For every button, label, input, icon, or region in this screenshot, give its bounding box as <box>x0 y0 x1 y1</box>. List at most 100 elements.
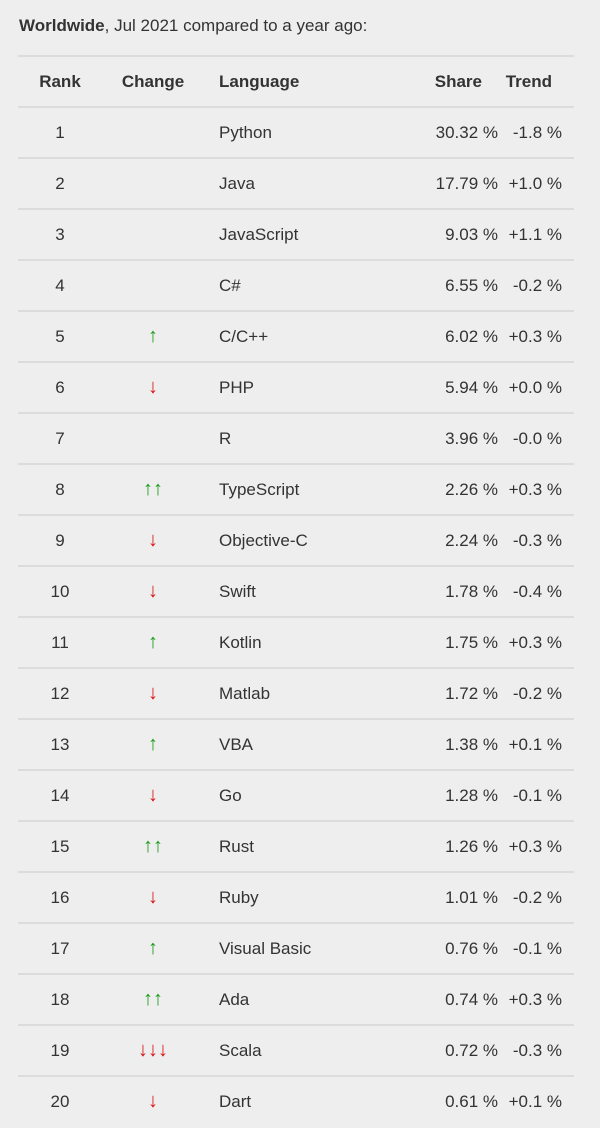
table-row: 15 ↑↑ Rust 1.26 % +0.3 % <box>18 820 574 872</box>
table-row: 14 ↓ Go 1.28 % -0.1 % <box>18 769 574 821</box>
change-cell: ↑ <box>102 718 204 770</box>
change-cell: ↑ <box>102 922 204 974</box>
change-cell: ↓ <box>102 769 204 821</box>
trend-cell: +0.3 % <box>498 310 574 362</box>
share-cell: 17.79 % <box>369 157 498 209</box>
trend-cell: -0.2 % <box>498 871 574 923</box>
table-row: 2 Java 17.79 % +1.0 % <box>18 157 574 209</box>
rank-cell: 1 <box>18 106 102 158</box>
change-cell: ↑ <box>102 616 204 668</box>
table-header-row: Rank Change Language Share Trend <box>18 55 574 107</box>
language-cell: R <box>204 412 369 464</box>
trend-cell: -0.0 % <box>498 412 574 464</box>
share-cell: 0.76 % <box>369 922 498 974</box>
trend-cell: -0.2 % <box>498 667 574 719</box>
rank-cell: 6 <box>18 361 102 413</box>
table-row: 12 ↓ Matlab 1.72 % -0.2 % <box>18 667 574 719</box>
language-cell: TypeScript <box>204 463 369 515</box>
rank-cell: 19 <box>18 1024 102 1076</box>
table-row: 5 ↑ C/C++ 6.02 % +0.3 % <box>18 310 574 362</box>
share-cell: 1.38 % <box>369 718 498 770</box>
rank-cell: 15 <box>18 820 102 872</box>
trend-cell: -0.4 % <box>498 565 574 617</box>
trend-cell: +1.0 % <box>498 157 574 209</box>
rank-cell: 8 <box>18 463 102 515</box>
table-row: 17 ↑ Visual Basic 0.76 % -0.1 % <box>18 922 574 974</box>
arrow-up-icon: ↑ <box>148 733 158 755</box>
arrow-up-icon: ↑ <box>148 937 158 959</box>
change-cell <box>102 208 204 260</box>
language-cell: JavaScript <box>204 208 369 260</box>
arrow-up-icon: ↑ <box>143 835 153 857</box>
rank-cell: 17 <box>18 922 102 974</box>
change-cell: ↓ <box>102 871 204 923</box>
trend-cell: +0.0 % <box>498 361 574 413</box>
trend-cell: +0.1 % <box>498 718 574 770</box>
table-row: 13 ↑ VBA 1.38 % +0.1 % <box>18 718 574 770</box>
trend-cell: -0.1 % <box>498 769 574 821</box>
arrow-up-icon: ↑ <box>143 988 153 1010</box>
rank-cell: 14 <box>18 769 102 821</box>
table-row: 11 ↑ Kotlin 1.75 % +0.3 % <box>18 616 574 668</box>
table-row: 1 Python 30.32 % -1.8 % <box>18 106 574 158</box>
table-row: 19 ↓↓↓ Scala 0.72 % -0.3 % <box>18 1024 574 1076</box>
share-cell: 0.72 % <box>369 1024 498 1076</box>
rank-cell: 4 <box>18 259 102 311</box>
language-ranking-table: Rank Change Language Share Trend 1 Python… <box>18 55 574 1126</box>
table-row: 4 C# 6.55 % -0.2 % <box>18 259 574 311</box>
trend-cell: +0.3 % <box>498 820 574 872</box>
share-cell: 0.61 % <box>369 1075 498 1126</box>
change-cell: ↑ <box>102 310 204 362</box>
change-cell: ↑↑ <box>102 463 204 515</box>
rank-cell: 20 <box>18 1075 102 1126</box>
rank-cell: 5 <box>18 310 102 362</box>
share-cell: 6.55 % <box>369 259 498 311</box>
rank-cell: 16 <box>18 871 102 923</box>
language-cell: Scala <box>204 1024 369 1076</box>
caption-region: Worldwide <box>19 16 105 35</box>
share-cell: 5.94 % <box>369 361 498 413</box>
share-cell: 2.24 % <box>369 514 498 566</box>
language-cell: Kotlin <box>204 616 369 668</box>
change-cell <box>102 259 204 311</box>
trend-cell: +0.1 % <box>498 1075 574 1126</box>
change-cell: ↓ <box>102 1075 204 1126</box>
change-cell: ↑↑ <box>102 820 204 872</box>
change-cell: ↓ <box>102 361 204 413</box>
header-change: Change <box>102 55 204 107</box>
share-cell: 1.78 % <box>369 565 498 617</box>
caption-text: , Jul 2021 compared to a year ago: <box>104 16 368 35</box>
share-cell: 9.03 % <box>369 208 498 260</box>
trend-cell: -0.2 % <box>498 259 574 311</box>
language-cell: VBA <box>204 718 369 770</box>
table-caption: Worldwide, Jul 2021 compared to a year a… <box>19 16 367 36</box>
rank-cell: 2 <box>18 157 102 209</box>
share-cell: 30.32 % <box>369 106 498 158</box>
arrow-up-icon: ↑ <box>148 631 158 653</box>
trend-cell: -0.1 % <box>498 922 574 974</box>
language-cell: PHP <box>204 361 369 413</box>
header-rank: Rank <box>18 55 102 107</box>
arrow-up-icon: ↑ <box>153 478 163 500</box>
table-row: 3 JavaScript 9.03 % +1.1 % <box>18 208 574 260</box>
rank-cell: 7 <box>18 412 102 464</box>
rank-cell: 13 <box>18 718 102 770</box>
arrow-down-icon: ↓ <box>148 1039 158 1061</box>
table-row: 7 R 3.96 % -0.0 % <box>18 412 574 464</box>
share-cell: 6.02 % <box>369 310 498 362</box>
arrow-up-icon: ↑ <box>153 835 163 857</box>
change-cell <box>102 106 204 158</box>
language-cell: Visual Basic <box>204 922 369 974</box>
share-cell: 0.74 % <box>369 973 498 1025</box>
rank-cell: 12 <box>18 667 102 719</box>
trend-cell: +1.1 % <box>498 208 574 260</box>
table-row: 6 ↓ PHP 5.94 % +0.0 % <box>18 361 574 413</box>
arrow-down-icon: ↓ <box>148 580 158 602</box>
language-cell: Objective-C <box>204 514 369 566</box>
share-cell: 1.26 % <box>369 820 498 872</box>
header-trend: Trend <box>498 55 574 107</box>
arrow-down-icon: ↓ <box>138 1039 148 1061</box>
rank-cell: 9 <box>18 514 102 566</box>
language-cell: Ruby <box>204 871 369 923</box>
rank-cell: 3 <box>18 208 102 260</box>
